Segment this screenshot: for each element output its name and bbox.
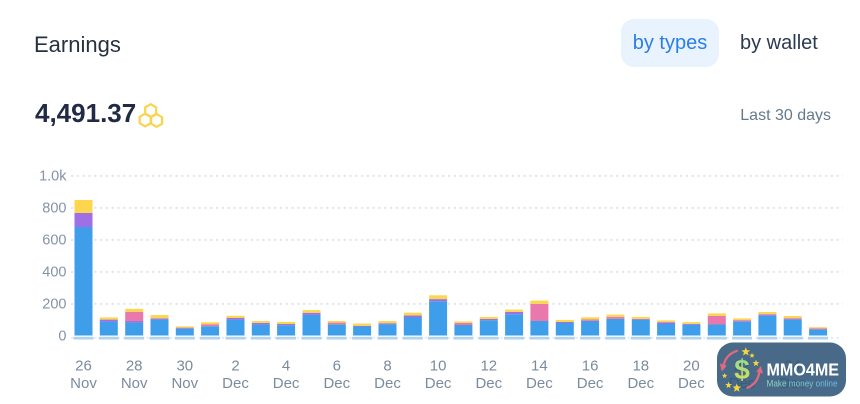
- svg-text:Dec: Dec: [425, 375, 452, 392]
- svg-text:600: 600: [42, 233, 66, 249]
- svg-text:Nov: Nov: [171, 375, 198, 392]
- svg-text:18: 18: [632, 357, 649, 374]
- svg-text:Dec: Dec: [577, 375, 604, 392]
- svg-text:$: $: [734, 354, 750, 385]
- svg-text:Nov: Nov: [70, 375, 97, 392]
- svg-text:Dec: Dec: [526, 375, 553, 392]
- svg-text:0: 0: [58, 329, 66, 345]
- svg-text:Dec: Dec: [323, 375, 350, 392]
- svg-text:8: 8: [383, 357, 391, 374]
- svg-text:200: 200: [42, 297, 66, 313]
- svg-text:Dec: Dec: [273, 375, 300, 392]
- svg-text:Nov: Nov: [121, 375, 148, 392]
- svg-text:MMO4ME: MMO4ME: [767, 360, 840, 380]
- svg-text:Dec: Dec: [627, 375, 654, 392]
- svg-text:4: 4: [282, 357, 290, 374]
- svg-text:1.0k: 1.0k: [39, 169, 67, 185]
- svg-text:20: 20: [683, 357, 700, 374]
- svg-text:400: 400: [42, 265, 66, 281]
- svg-text:10: 10: [430, 357, 447, 374]
- svg-text:14: 14: [531, 357, 548, 374]
- svg-text:2: 2: [231, 357, 239, 374]
- svg-text:16: 16: [582, 357, 599, 374]
- svg-text:Dec: Dec: [374, 375, 401, 392]
- svg-text:26: 26: [75, 357, 92, 374]
- svg-text:Dec: Dec: [475, 375, 502, 392]
- svg-text:12: 12: [480, 357, 497, 374]
- svg-text:28: 28: [126, 357, 143, 374]
- svg-text:Dec: Dec: [222, 375, 249, 392]
- svg-text:30: 30: [176, 357, 193, 374]
- svg-text:Dec: Dec: [678, 375, 705, 392]
- svg-text:800: 800: [42, 201, 66, 217]
- svg-text:6: 6: [333, 357, 341, 374]
- svg-text:Make money online: Make money online: [767, 379, 838, 389]
